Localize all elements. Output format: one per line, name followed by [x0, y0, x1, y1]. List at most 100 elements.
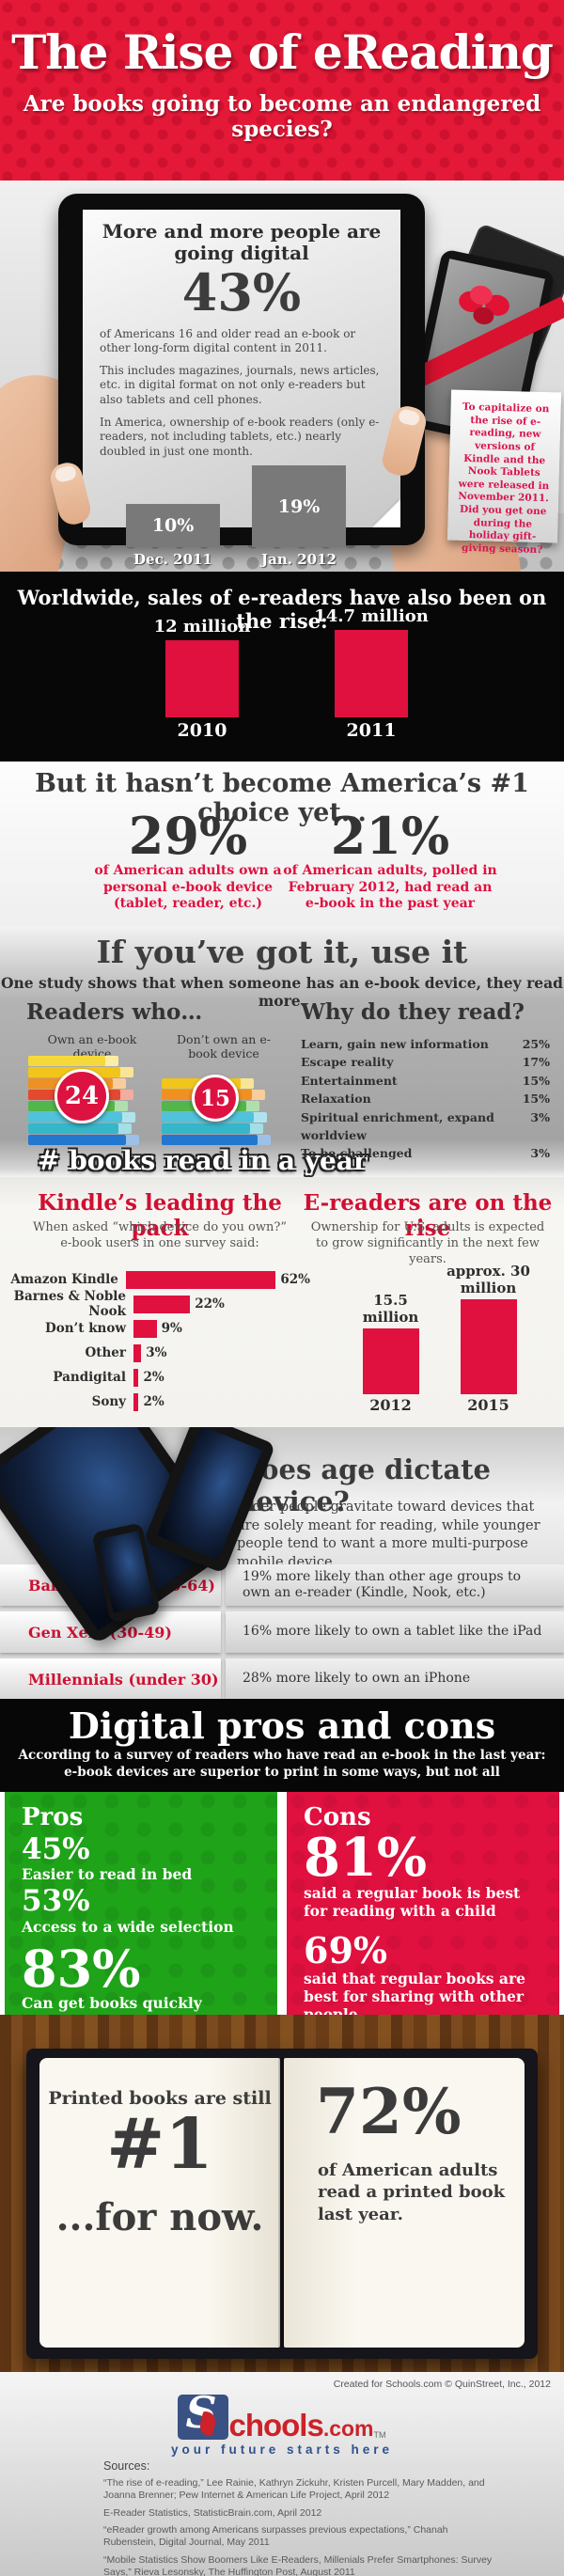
pros-box: Pros 45% Easier to read in bed 53% Acces…	[5, 1792, 277, 2015]
open-book-illustration: Printed books are still #1 ...for now. 7…	[26, 2049, 538, 2359]
device-bar-row: Other 3%	[85, 1343, 167, 1362]
stat-29-percent: 29% of American adults own a personal e-…	[80, 810, 296, 913]
cons-stat-value: 69%	[304, 1928, 387, 1971]
age-group-stat: 16% more likely to own a tablet like the…	[226, 1611, 564, 1653]
tablet-illustration: More and more people are going digital 4…	[58, 194, 425, 568]
bar-2015	[460, 1299, 517, 1394]
source-item: “The rise of e-reading,” Lee Rainie, Kat…	[103, 2477, 485, 2501]
going-digital-section: More and more people are going digital 4…	[0, 181, 564, 572]
going-digital-para-3: In America, ownership of e-book readers …	[100, 415, 380, 458]
age-group-stat: 19% more likely than other age groups to…	[226, 1564, 564, 1606]
why-read-item: To be challenged 3%	[301, 1146, 550, 1161]
pros-cons-subline-1: According to a survey of readers who hav…	[18, 1748, 546, 1763]
why-read-item: Spiritual enrichment, expand worldview 3%	[301, 1109, 550, 1142]
pros-stat-value: 53%	[22, 1884, 90, 1919]
stat-value: 21%	[330, 806, 450, 866]
ownership-growth-chart: 15.5 million 2012 approx. 30 million 201…	[338, 1262, 545, 1414]
going-digital-heading: More and more people are going digital	[102, 220, 382, 264]
use-it-subheading: One study shows that when someone has an…	[1, 974, 563, 1010]
why-read-item: Entertainment 15%	[301, 1073, 550, 1088]
source-item: E-Reader Statistics, StatisticBrain.com,…	[103, 2506, 322, 2519]
stat-21-percent: 21% of American adults, polled in Februa…	[282, 810, 498, 913]
why-read-list: Learn, gain new information 25% Escape re…	[301, 1035, 550, 1163]
bar-value-label: 12 million	[153, 617, 251, 637]
age-subheading: Older people gravitate toward devices th…	[237, 1500, 540, 1570]
worldwide-bar-2010: 12 million 2010	[141, 606, 263, 741]
bar-nook	[133, 1295, 191, 1313]
stat-43-percent: 43%	[181, 262, 302, 322]
bar-year-label: 2012	[369, 1396, 412, 1414]
cons-stat-label: said that regular books are best for sha…	[304, 1969, 525, 2015]
device-bar-row: Sony 2%	[91, 1392, 164, 1411]
printed-books-line: Printed books are still	[48, 2088, 272, 2109]
bar-dont-know	[133, 1319, 157, 1338]
going-digital-para-2: This includes magazines, journals, news …	[100, 363, 380, 407]
bar-2010	[165, 640, 239, 717]
pros-cons-header-section: Digital pros and cons According to a sur…	[0, 1699, 564, 1792]
source-item: “eReader growth among Americans surpasse…	[103, 2524, 448, 2549]
device-bar-row: Barnes & Noble Nook 22%	[13, 1289, 225, 1319]
bar-year-label: 2010	[177, 720, 227, 741]
growth-bar-2012: 15.5 million 2012	[346, 1263, 435, 1414]
cons-title: Cons	[304, 1803, 371, 1831]
page-curl-icon	[372, 499, 400, 527]
credit-line: Created for Schools.com © QuinStreet, In…	[333, 2379, 551, 2390]
book-spine-shadow	[278, 2058, 286, 2348]
for-now-text: ...for now.	[55, 2194, 264, 2239]
bar-2011	[335, 630, 408, 717]
source-item: “Mobile Statistics Show Boomers Like E-R…	[103, 2553, 493, 2576]
bar-value-label: approx. 30 million	[446, 1263, 530, 1296]
pros-stat-label: Easier to read in bed	[22, 1865, 193, 1884]
pros-stat-label: Can get books quickly	[22, 1993, 202, 2012]
growth-bar-2015: approx. 30 million 2015	[444, 1263, 533, 1414]
sources-label: Sources:	[103, 2459, 150, 2473]
why-read-heading: Why do they read?	[301, 999, 525, 1025]
stat-value: 29%	[128, 806, 248, 866]
why-read-item: Escape reality 17%	[301, 1055, 550, 1070]
schools-com-logo: S chools .com TM your future starts here	[0, 2389, 564, 2457]
pros-stat-value: 83%	[22, 1938, 141, 1999]
pros-stat-value: 45%	[22, 1832, 90, 1866]
books-count-no-device-badge: 15	[192, 1075, 239, 1122]
bar-dec-2011: 10%	[126, 504, 220, 548]
bar-caption-jan-2012: Jan. 2012	[261, 551, 337, 569]
pros-cons-section: Pros 45% Easier to read in bed 53% Acces…	[0, 1792, 564, 2015]
logo-tagline: your future starts here	[170, 2442, 394, 2457]
why-read-item: Relaxation 15%	[301, 1092, 550, 1107]
books-count-own-badge: 24	[55, 1069, 109, 1123]
age-row-millennials: Millennials (under 30) 28% more likely t…	[0, 1658, 564, 1699]
cons-stat-value: 81%	[304, 1827, 428, 1889]
worldwide-bar-2011: 14.7 million 2011	[310, 606, 432, 741]
device-share-section: Kindle’s leading the pack When asked “wh…	[0, 1177, 564, 1427]
choice-heading: But it hasn’t become America’s #1 choice…	[35, 769, 529, 827]
stat-72-description: of American adults read a printed book l…	[318, 2160, 506, 2224]
devices-illustration	[0, 1427, 276, 1646]
printed-books-section: Printed books are still #1 ...for now. 7…	[0, 2015, 564, 2372]
bar-sony	[133, 1392, 139, 1411]
pros-cons-heading: Digital pros and cons	[68, 1704, 496, 1747]
logo-trademark: TM	[373, 2430, 386, 2440]
sources-block: Sources: “The rise of e-reading,” Lee Ra…	[103, 2459, 503, 2576]
worldwide-sales-chart: 12 million 2010 14.7 million 2011	[0, 606, 564, 741]
bar-value-label: 15.5 million	[362, 1292, 419, 1327]
not-first-choice-section: But it hasn’t become America’s #1 choice…	[0, 762, 564, 926]
bar-2012	[362, 1328, 419, 1394]
bar-amazon-kindle	[125, 1270, 276, 1289]
book-right-page: 72% of American adults read a printed bo…	[284, 2058, 525, 2348]
page-subtitle: Are books going to become an endangered …	[23, 91, 541, 142]
kindle-subheading: When asked “which device do you own?” e-…	[33, 1220, 287, 1250]
footer-section: Created for Schools.com © QuinStreet, In…	[0, 2372, 564, 2576]
bar-other	[133, 1343, 142, 1362]
going-digital-para-1: of Americans 16 and older read an e-book…	[100, 326, 356, 355]
stat-72-percent: 72%	[316, 2075, 462, 2148]
bar-jan-2012: 19%	[252, 465, 346, 548]
book-left-page: Printed books are still #1 ...for now.	[39, 2058, 280, 2348]
device-bar-row: Don’t know 9%	[45, 1319, 182, 1338]
logo-mark-icon: S	[178, 2389, 229, 2440]
stat-description: of American adults, polled in February 2…	[283, 863, 497, 911]
device-bar-row: Amazon Kindle 62%	[10, 1270, 310, 1289]
bar-year-label: 2011	[346, 720, 397, 741]
page-title: The Rise of eReading	[11, 24, 554, 80]
rise-subheading: Ownership for U.S. adults is expected to…	[310, 1220, 545, 1266]
